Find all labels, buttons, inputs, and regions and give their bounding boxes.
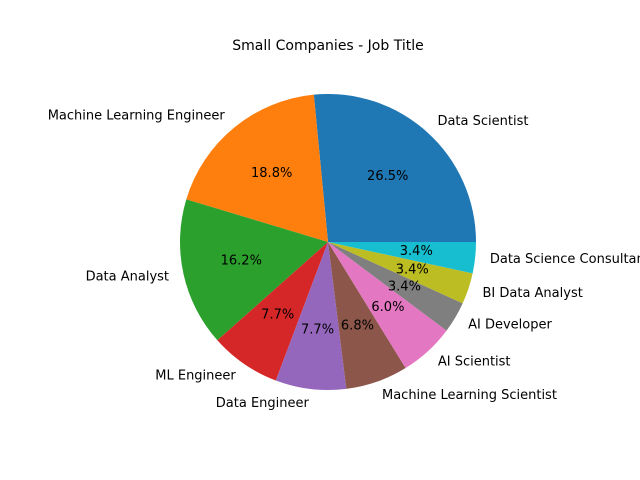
pie-labels: Data Scientist 26.5% Machine Learning Engi…: [48, 109, 640, 412]
pie-slice-ai-scientist: [328, 242, 447, 369]
slice-label-data-analyst: Data Analyst: [86, 270, 169, 285]
slice-percent-data-analyst: 16.2%: [221, 254, 262, 269]
slice-percent-machine-learning-engineer: 18.8%: [251, 166, 292, 181]
pie-slice-bi-data-analyst: [328, 242, 473, 304]
slice-percent-data-science-consultant: 3.4%: [400, 244, 433, 259]
pie-slice-machine-learning-engineer: [186, 94, 328, 243]
pie-slice-machine-learning-scientist: [328, 242, 406, 389]
slice-label-data-engineer: Data Engineer: [216, 396, 310, 411]
slice-label-data-scientist: Data Scientist: [437, 114, 528, 129]
slice-label-bi-data-analyst: BI Data Analyst: [482, 286, 582, 301]
pie-slices: [180, 93, 476, 390]
slice-percent-data-scientist: 26.5%: [367, 169, 408, 184]
slice-label-ai-developer: AI Developer: [468, 317, 552, 332]
slice-percent-ai-developer: 3.4%: [388, 280, 421, 295]
slice-label-machine-learning-scientist: Machine Learning Scientist: [382, 388, 557, 403]
slice-percent-machine-learning-scientist: 6.8%: [341, 318, 374, 333]
slice-label-machine-learning-engineer: Machine Learning Engineer: [48, 109, 226, 124]
slice-percent-ai-scientist: 6.0%: [371, 300, 404, 315]
slice-label-data-science-consultant: Data Science Consultant: [490, 252, 640, 267]
pie-slice-data-engineer: [275, 242, 347, 390]
pie-slice-data-scientist: [313, 93, 476, 243]
slice-label-ai-scientist: AI Scientist: [438, 355, 511, 370]
pie-slice-data-science-consultant: [328, 242, 476, 274]
chart-title: Small Companies - Job Title: [232, 38, 423, 54]
pie-slice-ml-engineer: [217, 242, 328, 381]
slice-percent-bi-data-analyst: 3.4%: [396, 262, 429, 277]
slice-label-ml-engineer: ML Engineer: [155, 369, 236, 384]
slice-percent-ml-engineer: 7.7%: [261, 308, 294, 323]
pie-slice-ai-developer: [328, 242, 463, 331]
pie-slice-data-analyst: [180, 199, 328, 341]
slice-percent-data-engineer: 7.7%: [301, 323, 334, 338]
